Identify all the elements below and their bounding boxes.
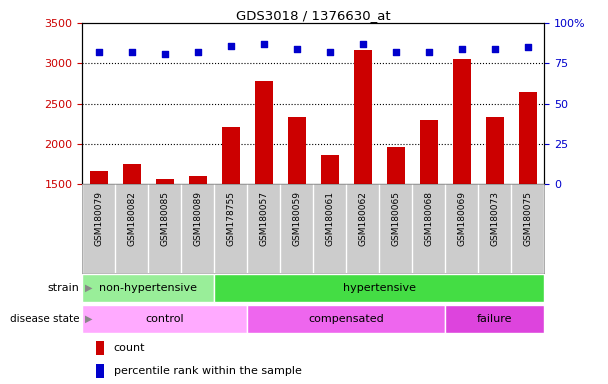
Text: ▶: ▶ [85, 314, 92, 324]
Bar [445, 305, 544, 333]
Text: GSM180061: GSM180061 [325, 191, 334, 247]
Text: disease state: disease state [10, 314, 79, 324]
Point [193, 49, 202, 55]
Text: GSM178755: GSM178755 [226, 191, 235, 247]
Text: failure: failure [477, 314, 513, 324]
Text: hypertensive: hypertensive [343, 283, 416, 293]
Text: GSM180065: GSM180065 [391, 191, 400, 247]
Bar [188, 176, 207, 305]
Bar [96, 364, 104, 378]
Point [358, 41, 367, 47]
Text: GSM180085: GSM180085 [160, 191, 169, 247]
Point [457, 46, 466, 52]
Bar [486, 117, 503, 305]
Bar [96, 341, 104, 355]
Bar [353, 50, 371, 305]
Text: GSM180089: GSM180089 [193, 191, 202, 247]
Text: GSM180073: GSM180073 [490, 191, 499, 247]
Bar [420, 120, 438, 305]
Bar [519, 92, 537, 305]
Bar [156, 179, 174, 305]
Bar [247, 305, 445, 333]
Point [523, 44, 533, 50]
Bar [387, 147, 405, 305]
Point [259, 41, 269, 47]
Bar [452, 58, 471, 305]
Point [292, 46, 302, 52]
Point [226, 43, 235, 49]
Text: GSM180059: GSM180059 [292, 191, 301, 247]
Bar [122, 164, 140, 305]
Bar [221, 127, 240, 305]
Text: non-hypertensive: non-hypertensive [99, 283, 197, 293]
Title: GDS3018 / 1376630_at: GDS3018 / 1376630_at [236, 9, 390, 22]
Text: strain: strain [47, 283, 79, 293]
Text: GSM180082: GSM180082 [127, 191, 136, 246]
Point [94, 49, 103, 55]
Point [325, 49, 334, 55]
Text: GSM180068: GSM180068 [424, 191, 433, 247]
Point [126, 49, 136, 55]
Bar [82, 305, 247, 333]
Text: GSM180057: GSM180057 [259, 191, 268, 247]
Text: GSM180062: GSM180062 [358, 191, 367, 246]
Text: count: count [114, 343, 145, 353]
Text: ▶: ▶ [85, 283, 92, 293]
Text: control: control [145, 314, 184, 324]
Point [424, 49, 434, 55]
Point [391, 49, 401, 55]
Bar [320, 155, 339, 305]
Text: GSM180075: GSM180075 [523, 191, 532, 247]
Bar [214, 274, 544, 302]
Bar [89, 170, 108, 305]
Text: percentile rank within the sample: percentile rank within the sample [114, 366, 302, 376]
Text: GSM180079: GSM180079 [94, 191, 103, 247]
Bar [255, 81, 272, 305]
Point [160, 51, 170, 57]
Text: compensated: compensated [308, 314, 384, 324]
Text: GSM180069: GSM180069 [457, 191, 466, 247]
Bar [288, 117, 306, 305]
Point [490, 46, 500, 52]
Bar [82, 274, 214, 302]
